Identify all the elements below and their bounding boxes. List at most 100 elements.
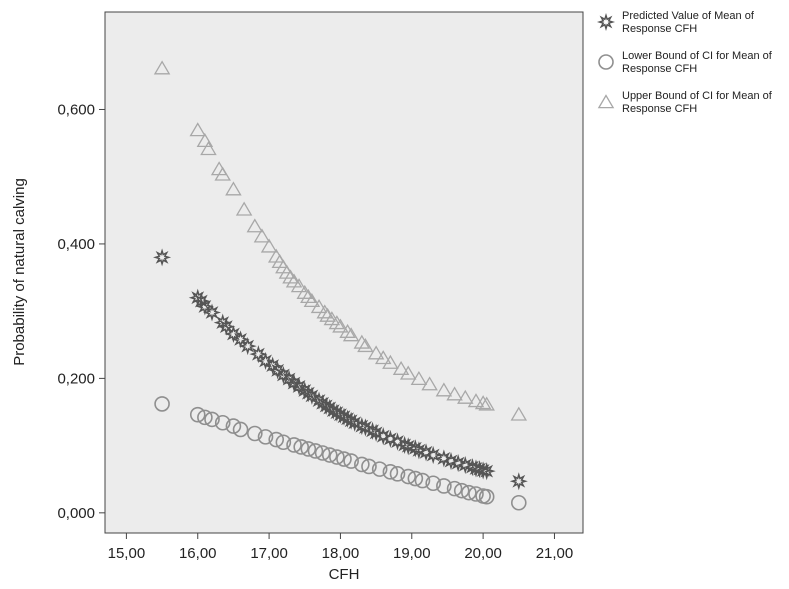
data-point-triangle [357, 337, 374, 353]
data-point-triangle [153, 60, 171, 75]
data-points [153, 60, 528, 511]
x-tick-label: 20,00 [464, 545, 502, 562]
axis-ticks: 15,00 16,00 17,00 18,00 19,00 20,00 21,00 0,000… [57, 101, 573, 562]
data-point-star [367, 423, 386, 442]
legend: Predicted Value of Mean of Response CFH … [596, 10, 788, 130]
legend-star-marker [596, 12, 616, 32]
data-point-triangle [296, 284, 314, 299]
data-point-triangle [339, 323, 356, 338]
legend-item-upper-bound: Upper Bound of CI for Mean of Response C… [596, 90, 788, 124]
data-point-triangle [246, 218, 264, 233]
data-point-circle [446, 480, 463, 497]
data-point-circle [436, 478, 452, 494]
data-point-star [424, 445, 443, 465]
data-point-triangle [421, 376, 438, 391]
star-marker-icon [596, 12, 616, 32]
data-point-star [280, 369, 299, 389]
data-point-triangle [235, 201, 253, 216]
data-point-circle [197, 409, 213, 426]
data-point-circle [425, 475, 441, 492]
data-point-star [356, 418, 375, 437]
data-point-star [477, 462, 496, 481]
data-point-star [345, 413, 364, 432]
data-point-triangle [278, 264, 296, 279]
data-point-triangle [446, 386, 463, 401]
data-point-circle [361, 458, 377, 475]
data-point-circle [389, 466, 406, 482]
data-point-star [217, 317, 236, 336]
legend-label-lower-bound: Lower Bound of CI for Mean of Response C… [622, 50, 772, 75]
data-point-star [509, 472, 528, 491]
x-tick-label: 21,00 [536, 545, 574, 562]
data-point-circle [225, 418, 242, 434]
data-point-triangle [510, 406, 528, 421]
data-point-triangle [253, 228, 271, 243]
data-point-circle [400, 468, 417, 485]
data-point-star [388, 432, 407, 451]
data-point-triangle [367, 345, 385, 360]
data-point-triangle [435, 382, 453, 397]
y-tick-label: 0,600 [57, 101, 95, 118]
data-point-circle [336, 451, 352, 467]
x-tick-label: 17,00 [250, 545, 288, 562]
data-point-triangle [374, 350, 392, 365]
series-triangle [153, 60, 528, 421]
data-point-circle [257, 429, 274, 445]
legend-item-lower-bound: Lower Bound of CI for Mean of Response C… [596, 50, 788, 84]
y-tick-label: 0,200 [57, 370, 95, 387]
data-point-circle [214, 414, 231, 431]
data-point-circle [232, 421, 249, 438]
data-point-triangle [392, 360, 410, 375]
y-axis-title: Probability of natural calving [11, 178, 28, 366]
data-point-star [290, 377, 309, 396]
legend-label-upper-bound: Upper Bound of CI for Mean of Response C… [622, 90, 772, 115]
data-point-triangle [319, 307, 336, 322]
data-point-triangle [353, 334, 371, 349]
data-point-star [268, 361, 287, 380]
data-point-circle [478, 488, 495, 505]
data-point-circle [407, 470, 424, 487]
data-point-star [256, 351, 275, 370]
data-point-triangle [410, 370, 428, 386]
data-point-circle [275, 434, 292, 451]
data-point-circle [453, 482, 470, 499]
data-point-circle [461, 484, 477, 501]
x-tick-label: 18,00 [322, 545, 360, 562]
data-point-star [474, 461, 493, 480]
data-point-star [263, 356, 282, 375]
data-point-triangle [290, 278, 308, 293]
data-point-circle [293, 439, 309, 455]
data-point-circle [247, 425, 263, 442]
data-point-triangle [189, 122, 207, 137]
data-point-triangle [282, 269, 299, 284]
data-point-circle [154, 396, 170, 412]
data-point-circle [189, 406, 206, 423]
data-point-circle [300, 441, 317, 457]
data-point-star [274, 365, 293, 385]
data-point-triangle [474, 395, 492, 410]
triangle-marker-icon [597, 94, 615, 109]
data-point-circle [286, 437, 302, 453]
data-point-circle [321, 447, 338, 463]
data-point-triangle [328, 315, 346, 330]
data-point-circle [314, 445, 331, 461]
legend-item-predicted: Predicted Value of Mean of Response CFH [596, 10, 788, 44]
data-point-triangle [342, 327, 360, 342]
data-point-triangle [214, 166, 231, 181]
data-point-triangle [260, 238, 278, 253]
data-point-triangle [399, 365, 417, 380]
x-axis-title: CFH [329, 566, 360, 583]
data-point-triangle [467, 393, 485, 408]
data-point-circle [382, 464, 399, 480]
data-point-triangle [200, 141, 217, 156]
y-tick-label: 0,400 [57, 236, 95, 253]
series-star [153, 248, 528, 491]
legend-triangle-marker [597, 94, 615, 109]
x-tick-label: 19,00 [393, 545, 431, 562]
data-point-circle [329, 449, 345, 465]
data-point-star [285, 374, 304, 393]
plot-area [104, 11, 584, 534]
data-point-star [202, 303, 222, 322]
data-point-triangle [316, 304, 333, 319]
